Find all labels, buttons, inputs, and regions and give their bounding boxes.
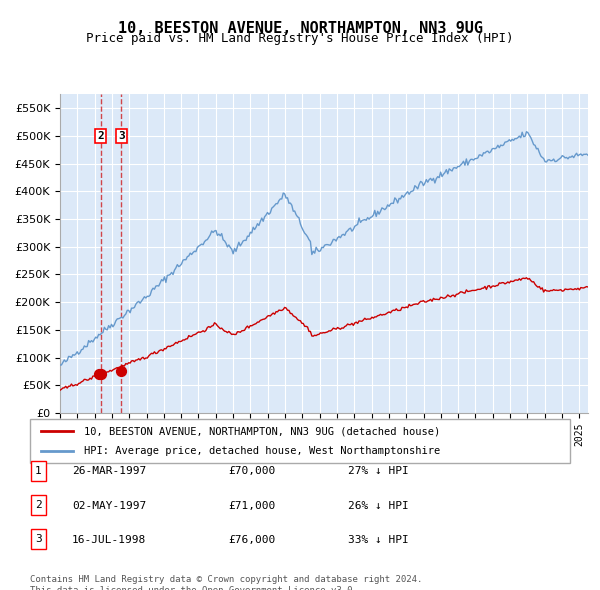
Text: Price paid vs. HM Land Registry's House Price Index (HPI): Price paid vs. HM Land Registry's House …	[86, 32, 514, 45]
Text: 3: 3	[35, 535, 42, 544]
Text: 16-JUL-1998: 16-JUL-1998	[72, 535, 146, 545]
Text: 26% ↓ HPI: 26% ↓ HPI	[348, 501, 409, 510]
Text: 2: 2	[35, 500, 42, 510]
FancyBboxPatch shape	[31, 529, 46, 549]
Point	[94, 369, 103, 379]
Point	[116, 366, 126, 376]
Text: £70,000: £70,000	[228, 467, 275, 476]
Text: £71,000: £71,000	[228, 501, 275, 510]
Text: HPI: Average price, detached house, West Northamptonshire: HPI: Average price, detached house, West…	[84, 446, 440, 455]
Text: 02-MAY-1997: 02-MAY-1997	[72, 501, 146, 510]
Text: 10, BEESTON AVENUE, NORTHAMPTON, NN3 9UG (detached house): 10, BEESTON AVENUE, NORTHAMPTON, NN3 9UG…	[84, 427, 440, 436]
Text: 2: 2	[97, 131, 104, 141]
Text: 1: 1	[35, 466, 42, 476]
Text: 33% ↓ HPI: 33% ↓ HPI	[348, 535, 409, 545]
Text: 10, BEESTON AVENUE, NORTHAMPTON, NN3 9UG: 10, BEESTON AVENUE, NORTHAMPTON, NN3 9UG	[118, 21, 482, 35]
FancyBboxPatch shape	[31, 495, 46, 515]
FancyBboxPatch shape	[31, 461, 46, 481]
Text: 3: 3	[118, 131, 125, 141]
Text: 27% ↓ HPI: 27% ↓ HPI	[348, 467, 409, 476]
Text: Contains HM Land Registry data © Crown copyright and database right 2024.
This d: Contains HM Land Registry data © Crown c…	[30, 575, 422, 590]
Point	[96, 369, 106, 378]
FancyBboxPatch shape	[30, 419, 570, 463]
Text: £76,000: £76,000	[228, 535, 275, 545]
Text: 26-MAR-1997: 26-MAR-1997	[72, 467, 146, 476]
